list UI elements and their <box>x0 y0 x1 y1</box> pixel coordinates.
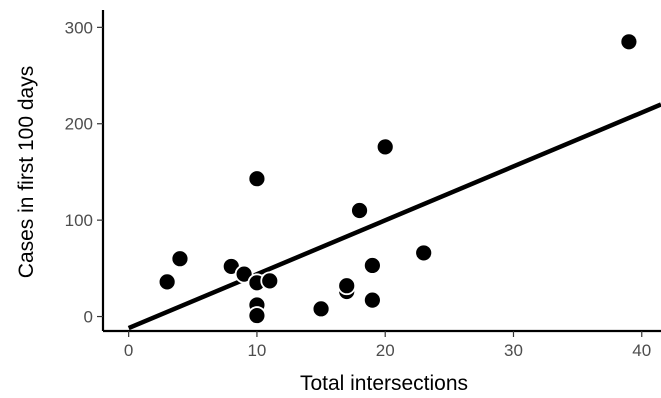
data-point <box>337 276 357 296</box>
ticks-layer: 0 10 20 30 40 0 100 200 300 <box>65 18 652 360</box>
data-point <box>350 201 369 220</box>
fit-line-layer <box>127 102 661 331</box>
data-point <box>375 137 395 157</box>
x-axis-title: Total intersections <box>300 372 468 395</box>
data-point <box>362 290 382 310</box>
axes-layer <box>101 10 661 333</box>
data-point <box>260 271 280 291</box>
x-tick-label: 40 <box>632 341 651 360</box>
data-point <box>311 299 331 319</box>
y-axis-title: Cases in first 100 days <box>15 66 38 278</box>
data-point <box>414 243 434 263</box>
x-tick-label: 20 <box>376 341 395 360</box>
data-point <box>247 169 267 189</box>
x-tick-label: 10 <box>247 341 266 360</box>
data-point <box>247 306 267 325</box>
data-point <box>234 264 254 284</box>
data-point <box>619 32 639 52</box>
y-tick-label: 100 <box>65 211 93 230</box>
regression-line <box>127 102 661 331</box>
x-tick-label: 30 <box>504 341 523 360</box>
data-point <box>362 256 382 275</box>
y-tick-label: 300 <box>65 18 93 37</box>
x-tick-label: 0 <box>124 341 133 360</box>
y-tick-label: 0 <box>84 308 93 327</box>
y-tick-label: 200 <box>65 115 93 134</box>
data-point <box>157 272 177 292</box>
data-point <box>170 249 190 269</box>
points-layer <box>157 32 639 325</box>
